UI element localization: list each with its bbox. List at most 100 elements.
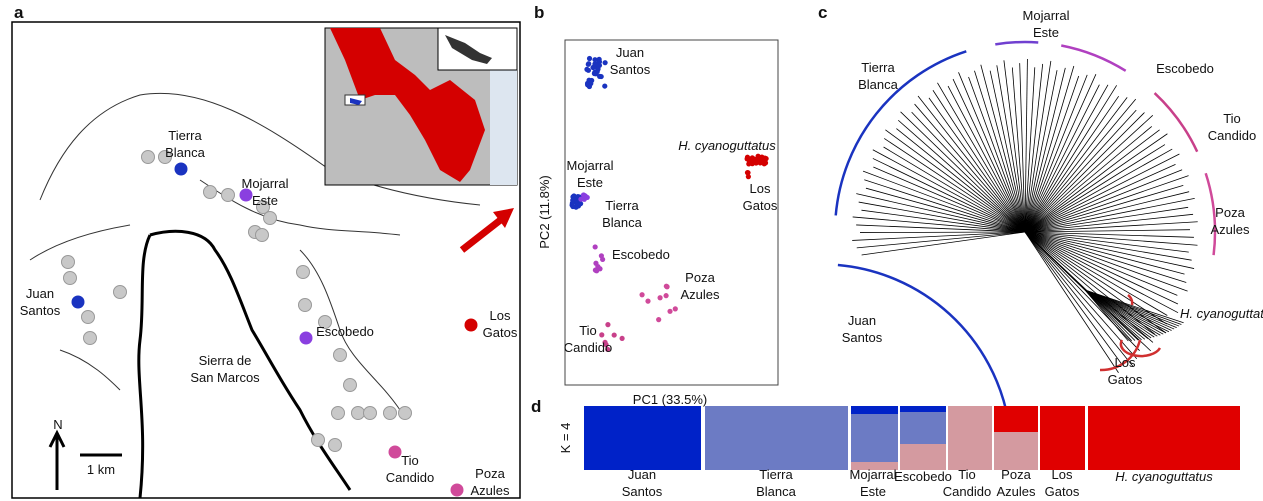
pca-label: Este [577,175,603,190]
site-dot [329,439,342,452]
admixture-bar [948,406,992,470]
site-dot [82,311,95,324]
site-label: Los [490,308,511,323]
pca-label: Candido [564,340,612,355]
clade-label: Este [1033,25,1059,40]
site-dot [389,446,402,459]
clade-label: Tierra [861,60,895,75]
clade-label: Poza [1215,205,1245,220]
pca-point [663,293,668,298]
pca-point [585,195,590,200]
pca-point [620,336,625,341]
site-dot [256,229,269,242]
tree-branch [852,232,1025,240]
tree-branch [1025,145,1165,232]
population-label: Azules [996,484,1036,499]
panel-letter: a [14,3,24,22]
pca-point [593,244,598,249]
tree-branch [873,150,1025,232]
pca-point [605,322,610,327]
clade-arc [1206,173,1215,255]
panel-letter: d [531,397,541,416]
site-dot [334,349,347,362]
site-dot [344,379,357,392]
site-label: Blanca [165,145,206,160]
pca-point [600,257,605,262]
admixture-bar [1088,406,1240,470]
pca-point [570,201,575,206]
tree [836,42,1215,421]
clade-label: Azules [1210,222,1250,237]
tree-branch [1025,134,1167,232]
x-axis-label: PC1 (33.5%) [633,392,707,407]
clade-label: Escobedo [1156,61,1214,76]
tree-branch [1025,115,1153,232]
clade-arc [1155,93,1198,152]
site-label: Tio [401,453,419,468]
population-label: Blanca [756,484,797,499]
pca-point [599,332,604,337]
pca-point [602,83,607,88]
pca-label: Blanca [602,215,643,230]
tree-branch [857,232,1025,248]
admixture-bar [705,406,848,470]
clade-arc [995,42,1038,44]
tree-branch [864,180,1025,232]
panel-letter: c [818,3,827,22]
pca-point [578,201,583,206]
population-label: Tio [958,467,976,482]
pca-point [639,292,644,297]
pca-point [578,197,583,202]
site-label: Juan [26,286,54,301]
admixture-bar [851,406,898,470]
site-dot [312,434,325,447]
site-dot [364,407,377,420]
site-dot [175,163,188,176]
pca-label: Los [750,181,771,196]
site-dot [64,272,77,285]
site-label: Este [252,193,278,208]
population-label: Juan [628,467,656,482]
pca-point [584,67,589,72]
pca-label: Escobedo [612,247,670,262]
tree-branch [1025,149,1172,232]
site-dot [222,189,235,202]
pca-point [612,332,617,337]
clade-arc [836,51,967,215]
pca-point [758,160,763,165]
site-label: Santos [20,303,61,318]
inset-locator [438,28,517,70]
scale-label: 1 km [87,462,115,477]
population-label: Candido [943,484,991,499]
population-label: Mojarral [850,467,897,482]
pca-label: Tierra [605,198,639,213]
site-label: Candido [386,470,434,485]
site-dot [297,266,310,279]
clade-label: Mojarral [1023,8,1070,23]
clade-label: Tio [1223,111,1241,126]
clade-arc [1061,45,1125,70]
site-dot [352,407,365,420]
site-dot [114,286,127,299]
site-label: Mojarral [242,176,289,191]
clade-label: Gatos [1108,372,1143,387]
admixture-bar [584,406,701,470]
pca-point [745,155,750,160]
tree-branch [1025,85,1117,232]
pca-label: Poza [685,270,715,285]
pca-point [595,66,600,71]
site-dot [399,407,412,420]
pca-point [592,57,597,62]
tree-branch [1025,232,1137,359]
admixture-bar [900,406,946,412]
admixture-bar [1040,406,1085,470]
pca-label: Azules [680,287,720,302]
site-dot [204,186,217,199]
clade-label: Candido [1208,128,1256,143]
north-label: N [53,417,62,432]
pca-label: Tio [579,323,597,338]
population-label: H. cyanoguttatus [1115,469,1213,484]
admixture-bar [900,410,946,444]
panel-letter: b [534,3,544,22]
figure: a b c d Tierra Blanca Mojarral Este Juan Santos Es… [0,0,1263,501]
